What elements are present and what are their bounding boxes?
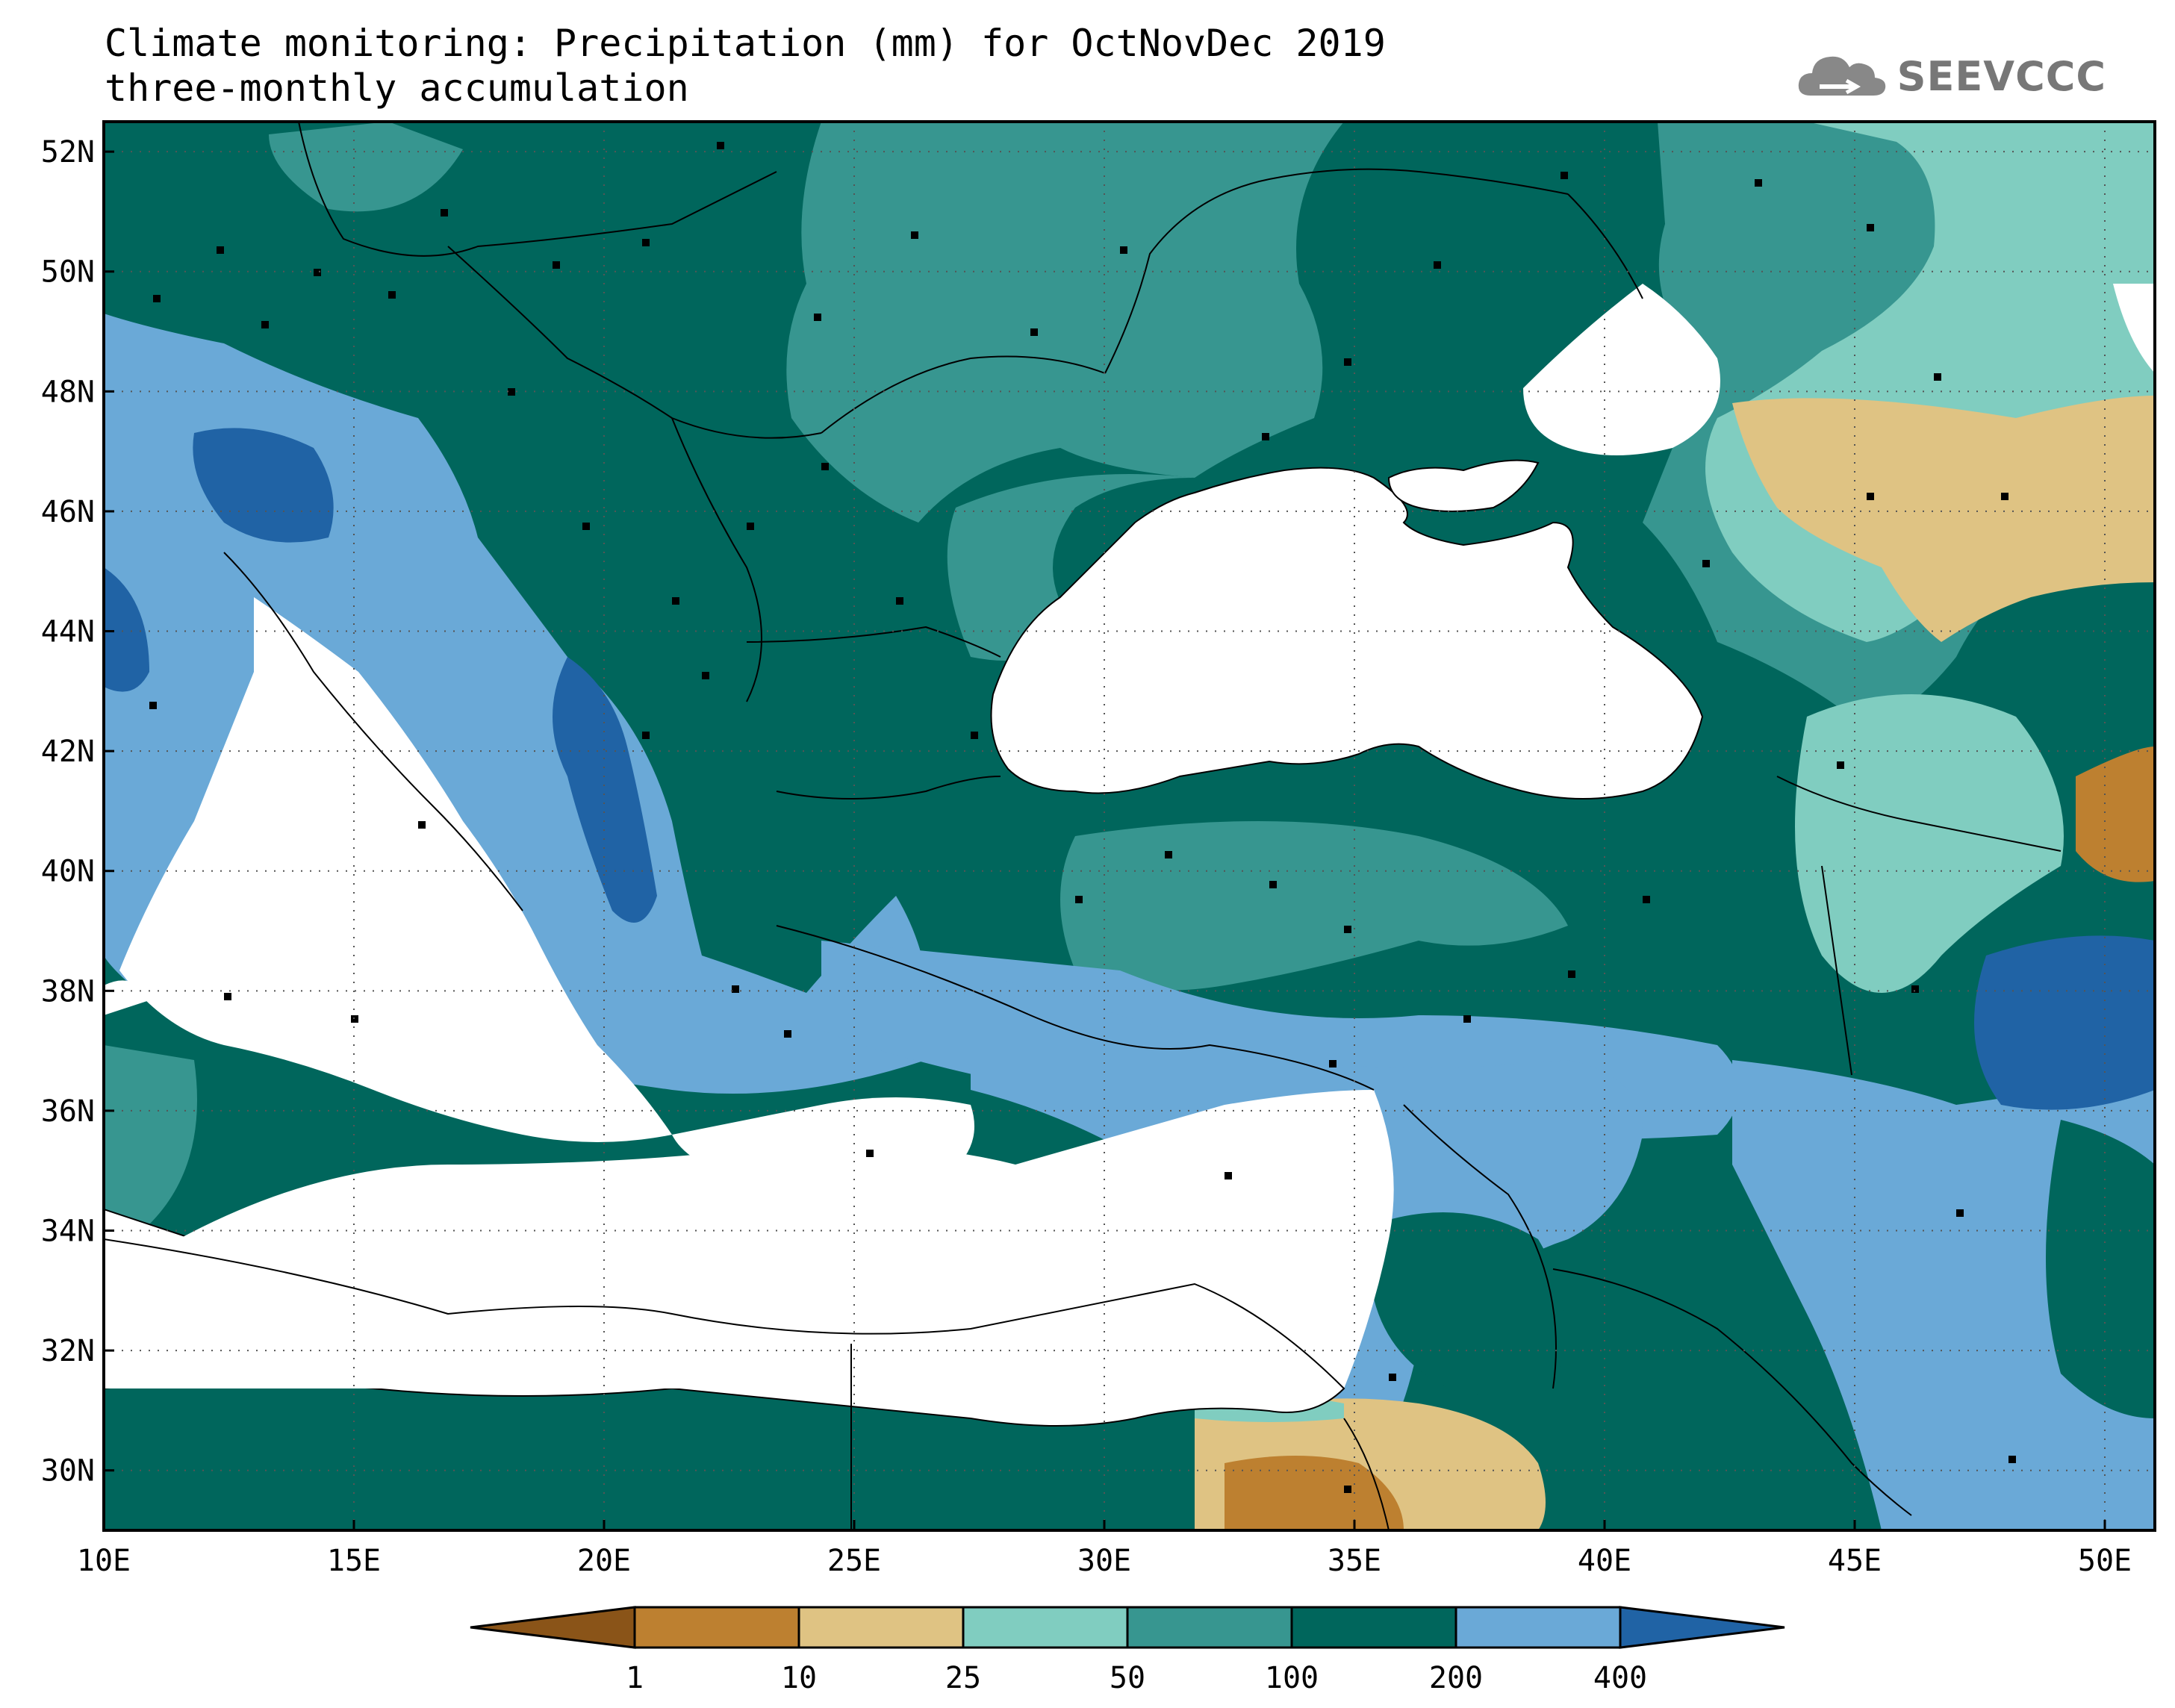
y-tick-label: 32N: [41, 1334, 95, 1368]
colorbar-label: 1: [626, 1661, 644, 1695]
y-tick-label: 46N: [41, 495, 95, 529]
colorbar-label: 200: [1429, 1661, 1483, 1695]
y-tick-label: 44N: [41, 615, 95, 649]
seevccc-logo: SEEVCCC: [1794, 46, 2106, 106]
map-subtitle: three-monthly accumulation: [105, 66, 689, 110]
x-tick-label: 25E: [827, 1544, 881, 1578]
y-tick-label: 34N: [41, 1215, 95, 1249]
y-tick-label: 42N: [41, 735, 95, 769]
x-axis: 10E 15E 20E 25E 30E 35E 40E 45E 50E: [77, 1520, 2132, 1578]
colorbar-segment: [1290, 1606, 1457, 1649]
y-tick-label: 48N: [41, 375, 95, 409]
logo-text: SEEVCCC: [1896, 52, 2106, 100]
x-tick-label: 20E: [577, 1544, 631, 1578]
x-tick-label: 35E: [1328, 1544, 1381, 1578]
cloud-icon: [1798, 56, 1885, 96]
y-tick-label: 50N: [41, 255, 95, 290]
colorbar-label: 10: [781, 1661, 817, 1695]
colorbar-segment: [1454, 1606, 1622, 1649]
y-tick-label: 38N: [41, 974, 95, 1009]
y-tick-label: 30N: [41, 1454, 95, 1489]
map-title: Climate monitoring: Precipitation (mm) f…: [105, 22, 1386, 65]
map-grid: [104, 122, 2155, 1530]
colorbar-label: 400: [1593, 1661, 1647, 1695]
colorbar-segment: [633, 1606, 800, 1649]
colorbar-segment: [1126, 1606, 1293, 1649]
colorbar-segment: [470, 1606, 636, 1649]
colorbar-label: 50: [1110, 1661, 1145, 1695]
colorbar-segment: [797, 1606, 965, 1649]
x-tick-label: 10E: [77, 1544, 131, 1578]
x-tick-label: 30E: [1077, 1544, 1131, 1578]
map-frame: [102, 120, 2156, 1532]
y-tick-label: 40N: [41, 855, 95, 889]
y-tick-label: 52N: [41, 135, 95, 169]
x-tick-label: 45E: [1828, 1544, 1882, 1578]
colorbar-label: 25: [945, 1661, 981, 1695]
x-tick-label: 40E: [1578, 1544, 1631, 1578]
colorbar-segment: [962, 1606, 1129, 1649]
map-field: [104, 122, 2155, 1530]
y-tick-label: 36N: [41, 1094, 95, 1129]
station-markers: [149, 142, 2016, 1493]
colorbar-segment: [1619, 1606, 1785, 1649]
colorbar: 1 10 25 50 100 200 400: [470, 1606, 1785, 1695]
x-tick-label: 50E: [2078, 1544, 2132, 1578]
y-axis: 30N 32N 34N 36N 38N 40N 42N 44N 46N 48N 50N 52N: [41, 135, 114, 1489]
x-tick-label: 15E: [327, 1544, 381, 1578]
colorbar-label: 100: [1265, 1661, 1319, 1695]
